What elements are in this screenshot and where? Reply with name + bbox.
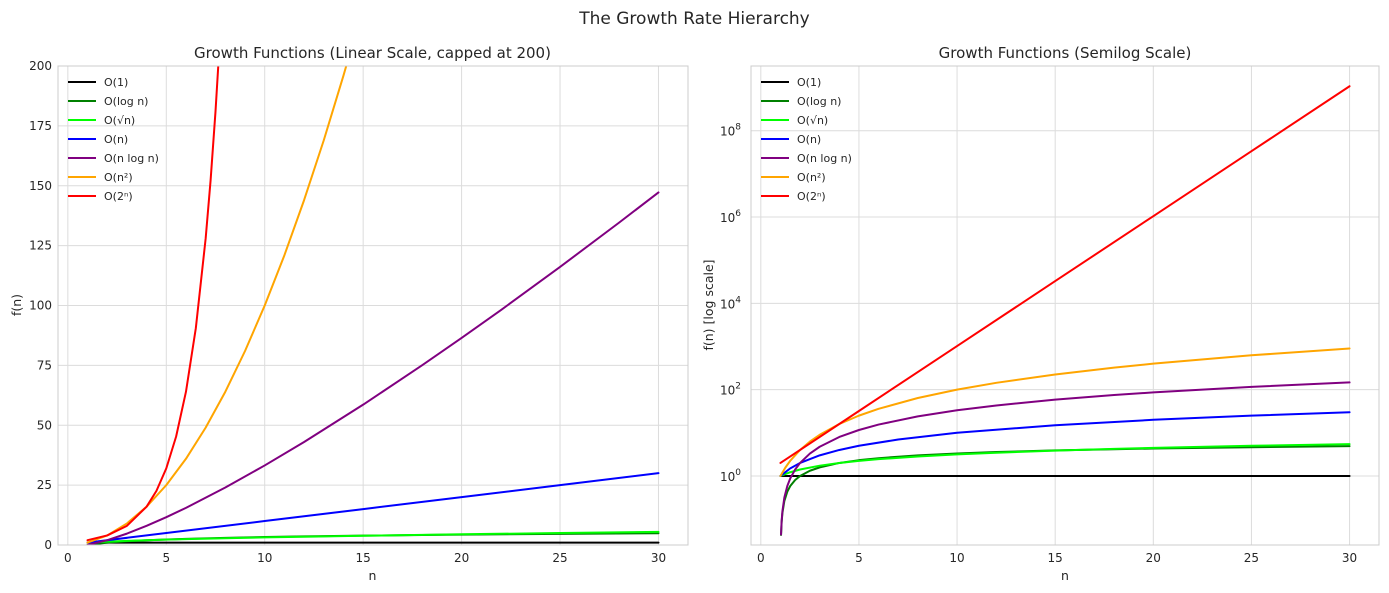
linear-x-tick-label: 30 <box>651 551 666 565</box>
semilog-y-tick-label: 100 <box>720 468 741 484</box>
semilog-series-o-sqrt-n <box>779 443 1351 477</box>
semilog-y-tick-label: 102 <box>720 382 741 398</box>
semilog-legend-label-o-n-squared: O(n²) <box>797 171 826 184</box>
linear-series-o-n <box>86 472 660 544</box>
semilog-x-tick-label: 15 <box>1048 551 1063 565</box>
linear-series-o-sqrt-n <box>86 530 660 544</box>
figure-suptitle: The Growth Rate Hierarchy <box>578 9 810 29</box>
linear-x-axis-label: n <box>369 568 377 583</box>
semilog-legend: O(1) O(log n) O(√n) O(n) O(n log n) O(n²) O(2ⁿ… <box>761 76 852 203</box>
linear-scale-panel: Growth Functions (Linear Scale, capped a… <box>9 44 689 583</box>
linear-y-tick-label: 125 <box>29 239 52 253</box>
semilog-legend-label-o-1: O(1) <box>797 76 821 89</box>
linear-x-tick-label: 0 <box>64 551 72 565</box>
linear-series-o-n-log-n <box>86 191 660 545</box>
semilog-x-tick-label: 0 <box>757 551 765 565</box>
linear-series-o-n-squared <box>86 66 348 544</box>
linear-legend-label-o-n-log-n: O(n log n) <box>104 152 159 165</box>
semilog-legend-label-o-sqrt-n: O(√n) <box>797 114 828 127</box>
semilog-series-o-n <box>779 411 1351 477</box>
semilog-series-group <box>779 85 1351 536</box>
semilog-x-tick-label: 20 <box>1146 551 1161 565</box>
semilog-x-axis-label: n <box>1061 568 1069 583</box>
semilog-series-o-2-pow-n <box>779 85 1351 464</box>
semilog-x-tick-label: 10 <box>949 551 964 565</box>
linear-panel-title: Growth Functions (Linear Scale, capped a… <box>194 44 551 62</box>
linear-y-tick-label: 150 <box>29 179 52 193</box>
semilog-legend-label-o-n: O(n) <box>797 133 821 146</box>
semilog-grid <box>751 66 1379 545</box>
linear-x-tick-label: 15 <box>356 551 371 565</box>
linear-axes-frame <box>57 65 689 546</box>
linear-y-tick-label: 50 <box>37 418 52 432</box>
semilog-x-tick-label: 30 <box>1342 551 1357 565</box>
linear-series-group <box>86 66 660 545</box>
semilog-y-tick-label: 104 <box>720 295 741 311</box>
linear-legend-label-o-sqrt-n: O(√n) <box>104 114 135 127</box>
semilog-y-tick-label: 108 <box>720 123 741 139</box>
semilog-series-o-n-log-n <box>780 381 1351 536</box>
semilog-legend-label-o-n-log-n: O(n log n) <box>797 152 852 165</box>
semilog-x-tick-label: 5 <box>855 551 863 565</box>
linear-y-axis-label: f(n) <box>9 294 24 316</box>
semilog-axes-frame <box>750 65 1380 546</box>
semilog-series-o-n-squared <box>779 347 1351 477</box>
semilog-legend-label-o-log-n: O(log n) <box>797 95 841 108</box>
semilog-x-tick-label: 25 <box>1244 551 1259 565</box>
linear-y-tick-label: 175 <box>29 119 52 133</box>
linear-legend-label-o-n: O(n) <box>104 133 128 146</box>
linear-legend-label-o-1: O(1) <box>104 76 128 89</box>
linear-y-tick-label: 25 <box>37 478 52 492</box>
linear-x-tick-label: 10 <box>257 551 272 565</box>
semilog-legend-label-o-2-pow-n: O(2ⁿ) <box>797 190 826 203</box>
linear-x-tick-label: 20 <box>454 551 469 565</box>
linear-legend: O(1) O(log n) O(√n) O(n) O(n log n) O(n²) O(2ⁿ… <box>68 76 159 203</box>
semilog-scale-panel: Growth Functions (Semilog Scale) n f(n) … <box>701 44 1380 583</box>
linear-x-tick-label: 25 <box>552 551 567 565</box>
linear-legend-label-o-2-pow-n: O(2ⁿ) <box>104 190 133 203</box>
semilog-panel-title: Growth Functions (Semilog Scale) <box>939 44 1192 62</box>
linear-y-tick-label: 0 <box>44 538 52 552</box>
linear-y-tick-label: 200 <box>29 59 52 73</box>
semilog-y-axis-label: f(n) [log scale] <box>701 259 716 350</box>
linear-grid <box>58 65 688 546</box>
linear-legend-label-o-n-squared: O(n²) <box>104 171 133 184</box>
linear-x-tick-label: 5 <box>162 551 170 565</box>
linear-series-o-2-pow-n <box>86 66 220 542</box>
linear-legend-label-o-log-n: O(log n) <box>104 95 148 108</box>
linear-y-tick-label: 100 <box>29 299 52 313</box>
semilog-y-tick-label: 106 <box>720 209 741 225</box>
linear-y-tick-label: 75 <box>37 358 52 372</box>
